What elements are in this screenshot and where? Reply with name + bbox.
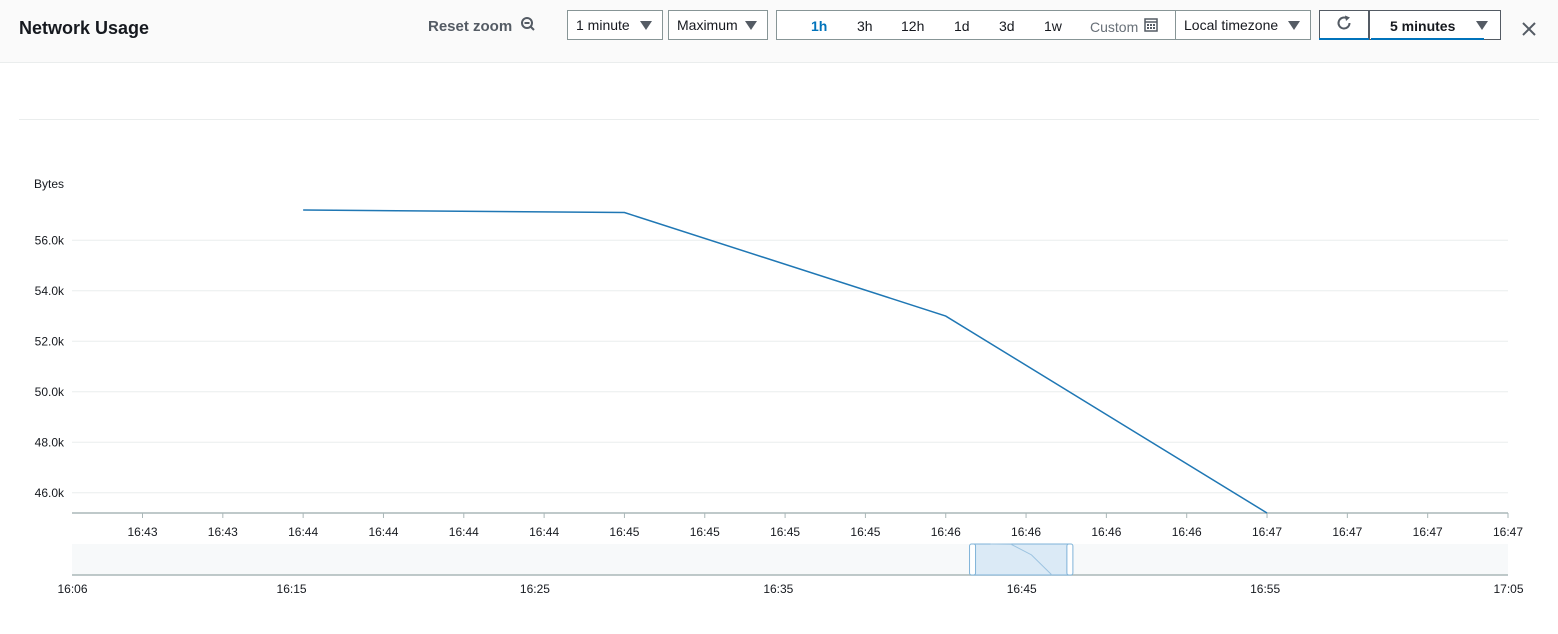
x-tick-label: 16:47 (1332, 525, 1362, 539)
x-tick-label: 16:43 (127, 525, 157, 539)
caret-down-icon (640, 21, 652, 30)
y-axis-label: Bytes (34, 177, 64, 191)
refresh-interval-value: 5 minutes (1390, 18, 1456, 34)
reset-zoom-label: Reset zoom (428, 17, 513, 35)
range-3d[interactable]: 3d (999, 18, 1015, 34)
refresh-interval-select[interactable]: 5 minutes (1369, 10, 1501, 40)
x-tick-label: 16:45 (690, 525, 720, 539)
navigator-tick-label: 16:15 (277, 582, 307, 596)
x-tick-label: 16:47 (1413, 525, 1443, 539)
navigator-selection[interactable] (972, 543, 1071, 576)
divider (19, 119, 1539, 120)
navigator-tick-label: 16:45 (1007, 582, 1037, 596)
custom-range-button[interactable]: Custom (1090, 18, 1158, 35)
x-tick-label: 16:46 (1091, 525, 1121, 539)
refresh-button[interactable] (1319, 10, 1369, 40)
range-1h[interactable]: 1h (811, 18, 828, 34)
x-tick-label: 16:46 (1172, 525, 1202, 539)
y-tick-label: 50.0k (35, 385, 65, 399)
x-tick-label: 16:47 (1252, 525, 1282, 539)
y-tick-label: 46.0k (35, 486, 65, 500)
navigator-series (990, 543, 1053, 576)
x-tick-label: 16:46 (1011, 525, 1041, 539)
calendar-icon (1144, 18, 1158, 35)
navigator-handle-left[interactable] (969, 543, 977, 576)
y-tick-label: 54.0k (35, 284, 65, 298)
caret-down-icon (1476, 21, 1488, 30)
x-tick-label: 16:45 (609, 525, 639, 539)
timezone-select[interactable]: Local timezone (1175, 10, 1311, 40)
range-1w[interactable]: 1w (1044, 18, 1062, 34)
caret-down-icon (745, 21, 757, 30)
navigator-tick-label: 16:55 (1250, 582, 1280, 596)
x-tick-label: 16:44 (288, 525, 318, 539)
custom-label: Custom (1090, 18, 1139, 35)
refresh-underline (1319, 38, 1369, 40)
y-tick-label: 48.0k (35, 435, 65, 449)
y-tick-label: 52.0k (35, 334, 65, 348)
interval-underline (1371, 38, 1484, 40)
x-tick-label: 16:47 (1493, 525, 1523, 539)
x-tick-label: 16:46 (931, 525, 961, 539)
reset-zoom-button[interactable]: Reset zoom (428, 16, 536, 36)
range-12h[interactable]: 12h (901, 18, 925, 34)
navigator-tick-label: 16:06 (57, 582, 87, 596)
header-bar: Network Usage Reset zoom 1 minute Maximu… (0, 0, 1558, 63)
navigator-tick-label: 16:25 (520, 582, 550, 596)
caret-down-icon (1288, 21, 1300, 30)
y-tick-label: 56.0k (35, 233, 65, 247)
x-tick-label: 16:45 (850, 525, 880, 539)
period-value: 1 minute (576, 17, 630, 33)
page-title: Network Usage (19, 18, 150, 38)
zoom-out-icon (520, 16, 536, 36)
time-range-group: 1h 3h 12h 1d 3d 1w Custom (776, 10, 1176, 40)
range-3h[interactable]: 3h (857, 18, 873, 34)
refresh-icon (1335, 14, 1353, 37)
x-tick-label: 16:44 (529, 525, 559, 539)
close-icon[interactable] (1520, 20, 1538, 43)
x-tick-label: 16:44 (368, 525, 398, 539)
navigator-handle-right[interactable] (1066, 543, 1074, 576)
navigator-tick-label: 16:35 (763, 582, 793, 596)
series-line (303, 209, 1268, 514)
statistic-select[interactable]: Maximum (668, 10, 768, 40)
range-1d[interactable]: 1d (954, 18, 970, 34)
navigator-track[interactable] (72, 544, 1508, 575)
navigator-tick-label: 17:05 (1493, 582, 1523, 596)
x-tick-label: 16:45 (770, 525, 800, 539)
period-select[interactable]: 1 minute (567, 10, 663, 40)
x-tick-label: 16:43 (208, 525, 238, 539)
statistic-value: Maximum (677, 17, 738, 33)
x-tick-label: 16:44 (449, 525, 479, 539)
timezone-value: Local timezone (1184, 17, 1279, 33)
